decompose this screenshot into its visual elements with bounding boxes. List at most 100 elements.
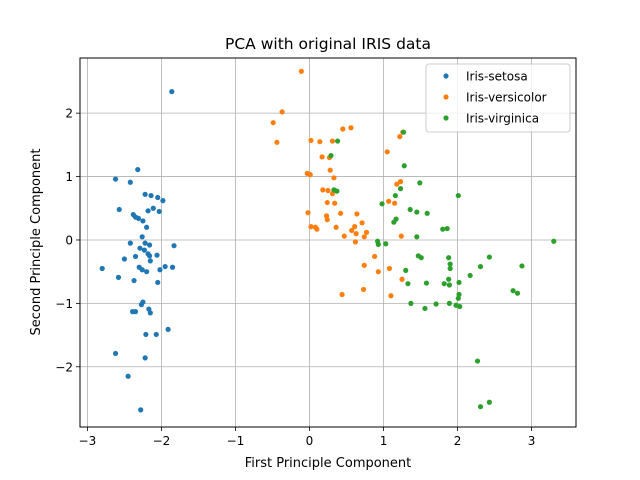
data-point xyxy=(139,267,145,273)
data-point xyxy=(444,225,450,232)
data-point xyxy=(408,300,414,306)
y-tick-label: 1 xyxy=(65,170,73,184)
data-point xyxy=(121,256,128,262)
data-point xyxy=(423,280,430,286)
data-point xyxy=(153,331,159,338)
y-tick-label: 0 xyxy=(65,233,73,247)
data-point xyxy=(150,205,156,211)
legend: Iris-setosa Iris-versicolor Iris-virginica xyxy=(425,63,571,133)
data-point xyxy=(146,242,153,248)
data-point xyxy=(340,126,346,132)
data-point xyxy=(334,188,340,194)
legend-marker xyxy=(443,94,449,100)
data-point xyxy=(115,274,122,280)
data-point xyxy=(137,245,143,251)
data-point xyxy=(305,210,311,216)
data-point xyxy=(422,305,428,312)
data-point xyxy=(359,220,365,226)
data-point xyxy=(156,208,162,215)
data-point xyxy=(155,194,161,201)
data-point xyxy=(474,358,481,364)
data-point xyxy=(298,68,304,74)
data-point xyxy=(142,240,148,246)
data-point xyxy=(112,176,119,182)
x-tick-label: −1 xyxy=(227,434,245,448)
data-point xyxy=(392,192,398,199)
data-point xyxy=(354,211,360,217)
data-point xyxy=(372,253,378,260)
legend-box xyxy=(425,63,571,133)
data-point xyxy=(127,240,133,246)
data-point xyxy=(446,282,453,288)
data-point xyxy=(391,219,397,225)
data-point xyxy=(446,276,452,282)
data-point xyxy=(407,206,413,213)
data-point xyxy=(441,281,447,287)
data-point xyxy=(360,286,367,293)
data-point xyxy=(398,233,404,239)
data-point xyxy=(143,331,149,338)
data-point xyxy=(335,138,341,144)
data-point xyxy=(144,269,150,275)
data-point xyxy=(403,267,409,273)
x-tick-label: −2 xyxy=(153,434,171,448)
data-point xyxy=(361,234,367,240)
data-point xyxy=(146,253,153,259)
data-point xyxy=(270,120,276,126)
data-point xyxy=(353,231,359,237)
data-point xyxy=(384,149,390,155)
data-point xyxy=(154,252,160,258)
data-point xyxy=(510,288,516,294)
data-point xyxy=(400,129,407,135)
data-point xyxy=(414,209,420,215)
data-point xyxy=(467,272,473,279)
legend-label: Iris-setosa xyxy=(466,70,528,84)
data-point xyxy=(405,281,411,287)
data-point xyxy=(317,139,323,145)
data-point xyxy=(414,234,420,240)
data-point xyxy=(352,239,358,245)
grid xyxy=(80,58,576,427)
data-point xyxy=(324,217,330,223)
legend-marker xyxy=(443,73,449,79)
data-point xyxy=(320,187,326,193)
data-point xyxy=(131,277,137,284)
data-point xyxy=(477,263,484,270)
data-point xyxy=(455,295,461,301)
data-point xyxy=(132,309,139,315)
data-point xyxy=(341,233,347,239)
data-point xyxy=(140,218,146,224)
data-point xyxy=(331,175,337,181)
data-point xyxy=(388,293,394,299)
data-point xyxy=(386,265,393,272)
data-point xyxy=(307,172,313,178)
data-point xyxy=(116,206,122,213)
data-point xyxy=(551,238,557,244)
data-points xyxy=(99,68,557,413)
data-point xyxy=(333,224,339,230)
data-point xyxy=(148,192,154,199)
data-point xyxy=(138,302,145,308)
data-point xyxy=(112,350,119,357)
x-tick-label: −3 xyxy=(79,434,97,448)
data-point xyxy=(332,200,338,206)
data-point xyxy=(308,224,314,230)
data-point xyxy=(392,200,398,206)
legend-marker xyxy=(443,115,449,121)
data-point xyxy=(486,399,492,405)
data-point xyxy=(325,187,331,194)
data-point xyxy=(375,241,381,248)
x-tick-label: 1 xyxy=(380,434,388,448)
data-point xyxy=(486,254,492,260)
data-point xyxy=(135,215,142,222)
data-point xyxy=(147,310,153,316)
series-iris-virginica xyxy=(328,129,557,410)
data-point xyxy=(339,291,345,298)
data-point xyxy=(139,234,145,240)
data-point xyxy=(157,267,163,273)
data-point xyxy=(447,261,453,267)
plot-frame xyxy=(79,57,577,428)
y-axis-ticks: −2 −1 0 1 2 xyxy=(55,107,80,374)
data-point xyxy=(138,407,144,413)
